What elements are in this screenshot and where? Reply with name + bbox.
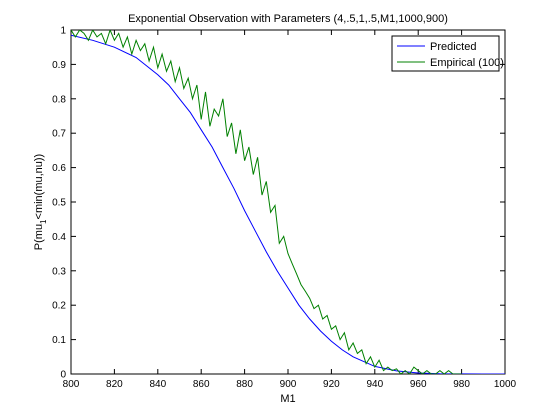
legend: Predicted Empirical (100) [391, 35, 504, 72]
x-tick-label: 960 [410, 379, 427, 390]
y-axis-label-main: P(mu [33, 224, 45, 250]
y-axis-label-subscript: 1 [39, 219, 48, 224]
x-tick-label: 840 [149, 379, 166, 390]
x-tick-label: 940 [366, 379, 383, 390]
x-tick-label: 800 [63, 379, 80, 390]
y-tick-label: 0.4 [52, 232, 66, 243]
x-tick-label: 880 [236, 379, 253, 390]
legend-label-empirical: Empirical (100) [430, 57, 504, 69]
y-tick-label: 0 [60, 370, 66, 381]
y-axis-label-rest: <min(mu,nu)) [33, 154, 45, 220]
x-tick-label: 860 [193, 379, 210, 390]
y-tick-label: 0.2 [52, 301, 66, 312]
legend-label-predicted: Predicted [430, 41, 476, 53]
series-line-empirical [71, 30, 462, 374]
y-tick-label: 0.3 [52, 266, 66, 277]
series-group [71, 30, 505, 374]
x-tick-label: 1000 [494, 379, 517, 390]
y-tick-label: 0.1 [52, 335, 66, 346]
series-line-predicted [71, 34, 505, 374]
y-tick-label: 0.7 [52, 129, 66, 140]
plot-area [70, 29, 506, 375]
x-tick-label: 820 [106, 379, 123, 390]
axis-ticks [70, 29, 506, 375]
x-axis-label: M1 [280, 393, 295, 405]
y-tick-label: 0.5 [52, 198, 66, 209]
x-tick-label: 920 [323, 379, 340, 390]
y-tick-label: 0.9 [52, 60, 66, 71]
y-axis-label: P(mu1<min(mu,nu)) [33, 154, 48, 250]
x-tick-labels: 800 820 840 860 880 900 920 940 960 980 1000 [63, 379, 517, 390]
x-tick-label: 900 [280, 379, 297, 390]
y-tick-label: 0.6 [52, 163, 66, 174]
legend-box [391, 35, 500, 72]
x-tick-label: 980 [453, 379, 470, 390]
y-tick-labels: 0 0.1 0.2 0.3 0.4 0.5 0.6 0.7 0.8 0.9 1 [52, 26, 66, 381]
y-tick-label: 1 [60, 26, 66, 37]
chart-title: Exponential Observation with Parameters … [128, 13, 448, 25]
y-tick-label: 0.8 [52, 94, 66, 105]
